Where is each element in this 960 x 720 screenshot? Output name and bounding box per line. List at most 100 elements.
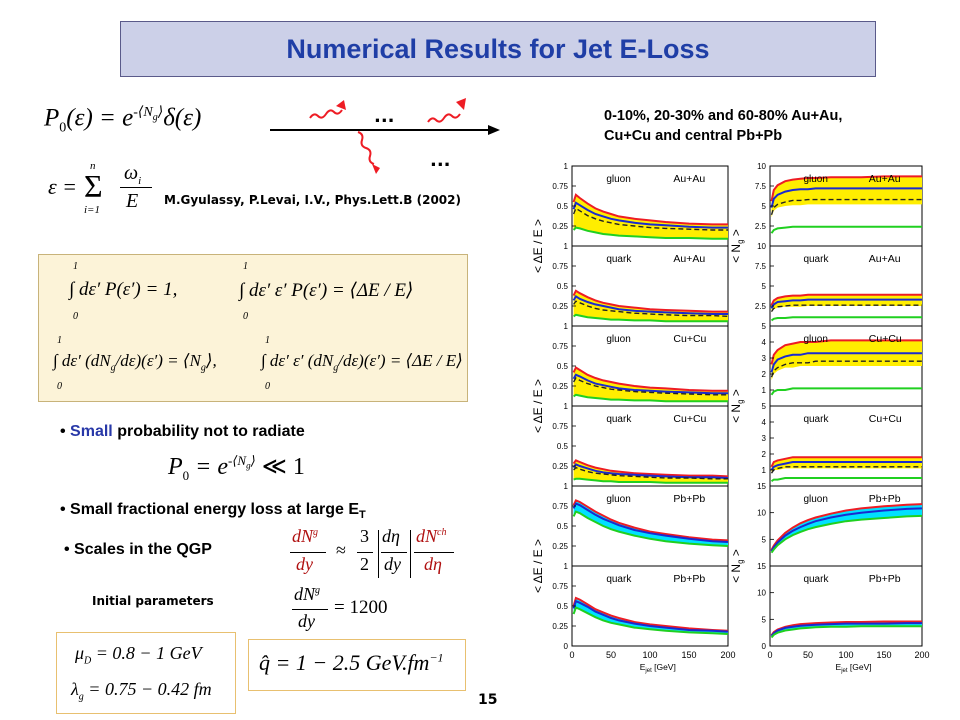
col1-panel5-blue-line bbox=[770, 622, 922, 637]
col1-ylabel-4: < Ng > bbox=[729, 549, 745, 583]
col0-panel1-system-label: Au+Au bbox=[673, 253, 705, 265]
col0-ylabel-2: < ΔE / E > bbox=[531, 379, 545, 433]
chart-header: 0-10%, 20-30% and 60-80% Au+Au, Cu+Cu an… bbox=[604, 108, 843, 144]
col1-xlabel: Ejet [GeV] bbox=[836, 662, 872, 674]
col1-panel4-green-line bbox=[770, 514, 923, 554]
col0-panel3-red-line bbox=[572, 459, 729, 478]
dng-dy-equation: dNg dy = 1200 bbox=[292, 584, 388, 631]
col1-panel1-parton-label: quark bbox=[803, 254, 829, 265]
col0-panel4-frame bbox=[571, 485, 729, 567]
col1-panel4-blue-line bbox=[770, 507, 923, 552]
col1-panel1-blue-line bbox=[770, 298, 922, 309]
col1-panel2-parton-label: gluon bbox=[803, 334, 827, 345]
col1-panel3-blue-line bbox=[770, 461, 922, 471]
col0-panel4-ytick-1: 0.75 bbox=[552, 502, 568, 511]
col0-panel1-dashed-line bbox=[573, 300, 729, 318]
col1-panel3-frame bbox=[769, 405, 923, 487]
col1-xtick-2: 100 bbox=[838, 650, 853, 660]
col0-panel4-system-label: Pb+Pb bbox=[673, 493, 705, 505]
col0-panel4-ytick-2: 0.5 bbox=[557, 522, 569, 531]
integral-mean-gluon-number: ∫ dε′ (dNg/dε)(ε′) = ⟨Ng⟩, bbox=[53, 351, 217, 374]
col0-panel2-green-line bbox=[573, 393, 728, 403]
qhat-box: q̂ = 1 − 2.5 GeV.fm−1 bbox=[248, 639, 466, 691]
col0-panel0-ytick-3: 0.25 bbox=[552, 222, 568, 231]
lambda-mfp-equation: λg = 0.75 − 0.42 fm bbox=[71, 679, 212, 703]
col0-panel4-ytick-0: 1 bbox=[564, 482, 569, 491]
col0-panel0-blue-line bbox=[572, 201, 728, 229]
col1-panel4-parton-label: gluon bbox=[803, 494, 827, 505]
col0-panel4-red-line bbox=[572, 499, 729, 542]
col0-xlabel: Ejet [GeV] bbox=[640, 662, 676, 674]
col0-panel2-red-line bbox=[572, 366, 728, 392]
col0-panel3-system-label: Cu+Cu bbox=[673, 413, 706, 425]
col0-panel5-ytick-0: 1 bbox=[564, 562, 569, 571]
col1-panel3-ytick-0: 5 bbox=[762, 402, 767, 411]
integral-normalization: ∫ dε′ P(ε′) = 1, bbox=[69, 279, 178, 300]
col0-panel1-red-line bbox=[572, 289, 728, 313]
reference-citation: M.Gyulassy, P.Levai, I.V., Phys.Lett.B (… bbox=[164, 193, 461, 207]
col1-panel2-yellow-band bbox=[771, 340, 922, 381]
col0-panel4-ytick-3: 0.25 bbox=[552, 542, 568, 551]
bullet-small-fractional: • Small fractional energy loss at large … bbox=[60, 501, 366, 522]
col1-panel5-frame bbox=[769, 565, 923, 647]
col0-panel4-blue-line bbox=[572, 502, 729, 543]
col0-xtick-4: 200 bbox=[720, 650, 735, 660]
col1-panel1-green-line bbox=[770, 316, 922, 322]
col1-xtick-3: 150 bbox=[876, 650, 891, 660]
col0-panel0-red-line bbox=[572, 193, 728, 226]
col1-xtick-1: 50 bbox=[803, 650, 813, 660]
qhat-equation: q̂ = 1 − 2.5 GeV.fm−1 bbox=[259, 650, 444, 675]
col1-panel3-ytick-1: 4 bbox=[762, 418, 767, 427]
col1-ylabel-0: < Ng > bbox=[729, 229, 745, 263]
col0-panel2-ytick-1: 0.75 bbox=[552, 342, 568, 351]
col0-panel3-blue-line bbox=[572, 463, 729, 479]
col1-panel5-ytick-2: 5 bbox=[762, 615, 767, 624]
col0-panel2-system-label: Cu+Cu bbox=[673, 333, 706, 345]
col0-panel2-ytick-2: 0.5 bbox=[557, 362, 569, 371]
col0-panel5-ytick-2: 0.5 bbox=[557, 602, 569, 611]
col1-panel3-ytick-3: 2 bbox=[762, 450, 767, 459]
col1-panel1-ytick-0: 10 bbox=[757, 242, 766, 251]
col0-panel0-green-line bbox=[572, 226, 728, 240]
integral-mean-energy-loss: ∫ dε′ ε′ P(ε′) = ⟨ΔE / E⟩ bbox=[239, 280, 414, 301]
col1-panel0-yellow-band bbox=[771, 176, 922, 218]
col0-panel5-green-line bbox=[572, 606, 729, 635]
col0-panel3-ytick-1: 0.75 bbox=[552, 422, 568, 431]
p0-small-equation: P0 = e-⟨Ng⟩ ≪ 1 bbox=[168, 453, 305, 483]
col1-panel0-red-line bbox=[770, 175, 922, 202]
col1-panel4-system-label: Pb+Pb bbox=[869, 493, 901, 505]
col1-panel4-ytick-1: 10 bbox=[757, 509, 766, 518]
col1-panel0-ytick-1: 7.5 bbox=[755, 182, 767, 191]
integrals-box: ∫ dε′ P(ε′) = 1, ∫ dε′ ε′ P(ε′) = ⟨ΔE / … bbox=[38, 254, 468, 402]
col1-ylabel-2: < Ng > bbox=[729, 389, 745, 423]
col1-panel3-parton-label: quark bbox=[803, 414, 829, 425]
page-number: 15 bbox=[478, 692, 498, 708]
p0-equation: P0(ε) = e-⟨Ng⟩δ(ε) bbox=[44, 104, 202, 136]
col0-panel1-blue-line bbox=[572, 295, 728, 315]
col1-panel0-ytick-3: 2.5 bbox=[755, 222, 767, 231]
title-box: Numerical Results for Jet E-Loss bbox=[120, 21, 876, 77]
dots-bottom: ... bbox=[430, 150, 451, 171]
col1-panel3-dashed-line bbox=[770, 466, 922, 474]
col0-panel3-ytick-3: 0.25 bbox=[552, 462, 568, 471]
col0-panel0-system-label: Au+Au bbox=[673, 173, 705, 185]
initial-parameters-label: Initial parameters bbox=[92, 594, 214, 608]
col1-panel0-ytick-0: 10 bbox=[757, 162, 766, 171]
col1-panel2-system-label: Cu+Cu bbox=[869, 333, 902, 345]
col1-panel2-dashed-line bbox=[770, 360, 922, 378]
col1-panel2-red-line bbox=[770, 339, 922, 365]
col0-panel3-ytick-2: 0.5 bbox=[557, 442, 569, 451]
col0-panel3-ytick-0: 1 bbox=[564, 402, 569, 411]
col1-panel0-system-label: Au+Au bbox=[869, 173, 901, 185]
col0-ylabel-0: < ΔE / E > bbox=[531, 219, 545, 273]
integral-weighted-gluon: ∫ dε′ ε′ (dNg/dε)(ε′) = ⟨ΔE / E⟩ bbox=[261, 351, 463, 374]
col0-panel5-system-label: Pb+Pb bbox=[673, 573, 705, 585]
col1-panel2-ytick-0: 5 bbox=[762, 322, 767, 331]
col0-panel0-dashed-line bbox=[572, 207, 728, 231]
mu-debye-equation: μD = 0.8 − 1 GeV bbox=[75, 643, 202, 667]
col1-panel3-system-label: Cu+Cu bbox=[869, 413, 902, 425]
col0-xtick-1: 50 bbox=[606, 650, 616, 660]
col0-panel2-ytick-0: 1 bbox=[564, 322, 569, 331]
col1-panel2-ytick-1: 4 bbox=[762, 338, 767, 347]
col1-panel1-ytick-1: 7.5 bbox=[755, 262, 767, 271]
